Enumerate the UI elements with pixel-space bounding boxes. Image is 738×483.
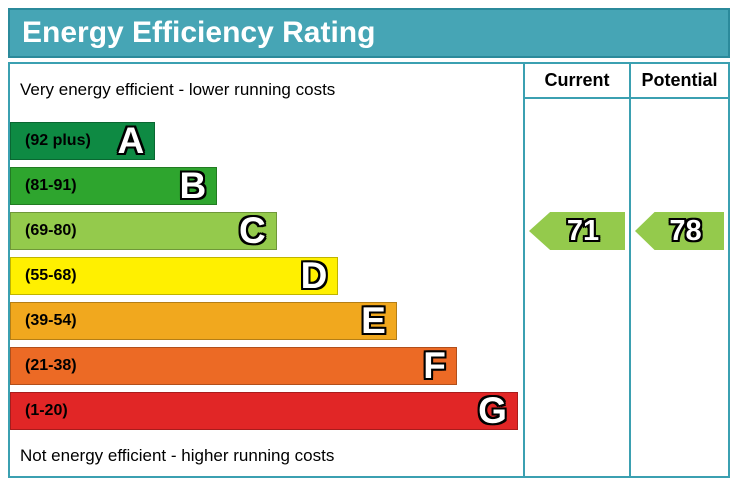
note-bottom: Not energy efficient - higher running co… bbox=[20, 446, 335, 465]
band-range-label: (55-68) bbox=[25, 267, 77, 284]
potential-column-header: Potential bbox=[631, 64, 728, 99]
band-row-g: (1-20) G bbox=[10, 392, 523, 437]
note-top: Very energy efficient - lower running co… bbox=[20, 80, 336, 99]
band-letter: C bbox=[239, 210, 266, 251]
band-bar-c: (69-80) C bbox=[10, 212, 277, 250]
title-bar: Energy Efficiency Rating bbox=[8, 8, 730, 58]
band-range-label: (81-91) bbox=[25, 177, 77, 194]
band-bar-f: (21-38) F bbox=[10, 347, 457, 385]
current-column: Current 71 bbox=[523, 64, 629, 476]
band-bar-e: (39-54) E bbox=[10, 302, 397, 340]
band-row-a: (92 plus) A bbox=[10, 122, 523, 167]
band-row-d: (55-68) D bbox=[10, 257, 523, 302]
band-row-b: (81-91) B bbox=[10, 167, 523, 212]
band-letter: A bbox=[117, 120, 145, 161]
band-letter: G bbox=[478, 390, 507, 431]
current-rating-value: 71 bbox=[566, 214, 600, 247]
potential-rating-value: 78 bbox=[669, 214, 702, 247]
band-bar-b: (81-91) B bbox=[10, 165, 218, 206]
band-range-label: (92 plus) bbox=[25, 132, 91, 149]
chart-body: Very energy efficient - lower running co… bbox=[8, 62, 730, 478]
potential-rating-arrow: 78 bbox=[635, 212, 724, 250]
band-letter: D bbox=[300, 255, 328, 296]
band-bar-g: (1-20) G bbox=[10, 392, 518, 430]
bands: (92 plus) A (81-91) B (69-80) C (55-68) D (39-54… bbox=[10, 122, 523, 437]
band-row-e: (39-54) E bbox=[10, 302, 523, 347]
band-bar-a: (92 plus) A bbox=[10, 120, 156, 161]
band-letter: F bbox=[423, 345, 446, 386]
band-range-label: (1-20) bbox=[25, 402, 68, 419]
band-row-c: (69-80) C bbox=[10, 212, 523, 257]
band-range-label: (39-54) bbox=[25, 312, 77, 329]
band-letter: B bbox=[179, 165, 207, 206]
band-letter: E bbox=[361, 300, 386, 341]
current-rating-arrow: 71 bbox=[529, 212, 625, 250]
band-range-label: (21-38) bbox=[25, 357, 77, 374]
page-title: Energy Efficiency Rating bbox=[22, 16, 376, 49]
potential-column: Potential 78 bbox=[629, 64, 728, 476]
band-row-f: (21-38) F bbox=[10, 347, 523, 392]
band-bar-d: (55-68) D bbox=[10, 255, 339, 296]
band-range-label: (69-80) bbox=[25, 222, 77, 239]
bands-area: Very energy efficient - lower running co… bbox=[10, 64, 523, 476]
current-column-header: Current bbox=[525, 64, 629, 99]
